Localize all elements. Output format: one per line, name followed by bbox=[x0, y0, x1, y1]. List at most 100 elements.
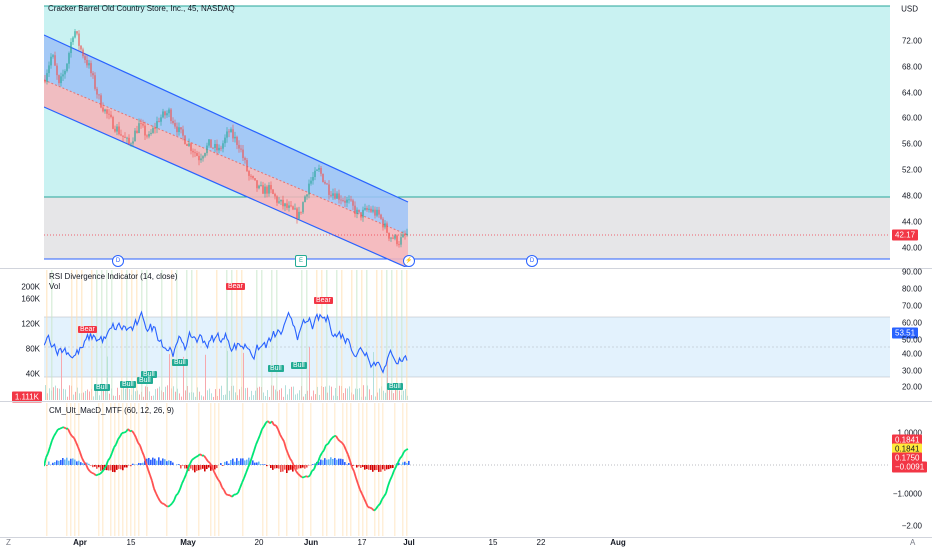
macd-line bbox=[69, 432, 73, 437]
time-axis-label: 17 bbox=[357, 538, 367, 547]
signal-stripe bbox=[141, 270, 143, 400]
signal-stripe bbox=[356, 270, 358, 400]
macd-line bbox=[105, 460, 109, 467]
macd-line bbox=[371, 507, 375, 512]
macd-histogram-bar bbox=[178, 464, 180, 465]
macd-pane[interactable] bbox=[44, 403, 890, 536]
candle-body bbox=[132, 141, 134, 144]
candle-body bbox=[72, 37, 74, 43]
macd-value-badge: 0.1750 bbox=[892, 452, 923, 464]
macd-histogram-bar bbox=[270, 465, 272, 469]
rsi-band bbox=[44, 317, 890, 377]
candle-body bbox=[62, 74, 64, 77]
macd-line bbox=[207, 460, 211, 464]
signal-stripe bbox=[81, 270, 83, 400]
candle-body bbox=[306, 194, 308, 197]
candle-body bbox=[192, 150, 194, 153]
volume-bar bbox=[285, 385, 286, 400]
macd-line bbox=[169, 502, 173, 507]
macd-tick: −2.00 bbox=[901, 521, 922, 531]
macd-histogram-bar bbox=[62, 458, 64, 465]
macd-line bbox=[97, 473, 101, 476]
currency-label[interactable]: USD bbox=[901, 4, 918, 14]
signal-stripe bbox=[176, 270, 178, 400]
volume-bar bbox=[175, 391, 176, 400]
pane-separator[interactable] bbox=[0, 401, 932, 402]
macd-line bbox=[44, 457, 47, 467]
volume-bar bbox=[245, 388, 246, 400]
macd-line bbox=[77, 446, 81, 453]
macd-line bbox=[83, 461, 87, 465]
macd-histogram-bar bbox=[94, 465, 96, 467]
macd-histogram-bar bbox=[328, 459, 330, 465]
volume-axis[interactable]: 200K 160K 120K 80K 40K 1.111K bbox=[0, 270, 44, 403]
pane-separator[interactable] bbox=[0, 268, 932, 269]
macd-line bbox=[195, 455, 199, 458]
macd-line bbox=[247, 462, 251, 468]
time-axis-label: 15 bbox=[488, 538, 498, 547]
volume-bar bbox=[329, 385, 330, 400]
signal-stripe bbox=[350, 403, 352, 536]
signal-stripe bbox=[46, 270, 48, 400]
auto-scale-button[interactable]: A bbox=[910, 538, 916, 547]
macd-histogram-bar bbox=[156, 460, 158, 465]
rsi-pane[interactable] bbox=[44, 270, 890, 400]
volume-bar bbox=[283, 396, 284, 400]
split-event-icon[interactable]: ⚡ bbox=[403, 255, 415, 267]
earnings-event-icon[interactable]: E bbox=[295, 255, 307, 267]
candle-body bbox=[82, 49, 84, 57]
signal-stripe bbox=[101, 270, 103, 400]
rsi-tick: 40.00 bbox=[901, 349, 922, 359]
dividend-event-icon[interactable]: D bbox=[112, 255, 124, 267]
zoom-corner-button[interactable]: Z bbox=[6, 538, 11, 547]
candle-body bbox=[230, 129, 232, 133]
signal-stripe bbox=[136, 270, 138, 400]
rsi-tick: 60.00 bbox=[901, 318, 922, 328]
price-chart-pane[interactable]: Cracker Barrel Old Country Store, Inc., … bbox=[44, 0, 890, 267]
signal-stripe bbox=[406, 270, 408, 400]
dividend-event-icon[interactable]: D bbox=[526, 255, 538, 267]
time-axis-label: 22 bbox=[536, 538, 546, 547]
macd-line bbox=[235, 492, 239, 496]
candle-body bbox=[174, 122, 176, 127]
volume-bar bbox=[145, 386, 146, 400]
rsi-chart[interactable] bbox=[44, 270, 890, 400]
rsi-axis[interactable]: 90.00 80.00 70.00 60.00 40.00 30.00 20.0… bbox=[890, 268, 932, 400]
macd-line bbox=[113, 444, 117, 448]
macd-histogram-bar bbox=[98, 465, 100, 468]
candle-body bbox=[176, 126, 178, 133]
volume-bar bbox=[373, 352, 374, 400]
macd-histogram-bar bbox=[286, 465, 288, 473]
macd-line bbox=[299, 475, 303, 479]
macd-histogram-bar bbox=[162, 458, 164, 465]
macd-line bbox=[381, 495, 385, 500]
macd-line bbox=[345, 449, 349, 456]
candle-body bbox=[46, 73, 48, 82]
macd-histogram-bar bbox=[402, 462, 404, 465]
macd-value-badge: 0.1841 bbox=[892, 443, 923, 455]
candle-body bbox=[84, 56, 86, 60]
macd-line bbox=[163, 503, 167, 507]
signal-stripe bbox=[118, 403, 120, 536]
candle-body bbox=[300, 211, 302, 213]
macd-chart[interactable] bbox=[44, 403, 890, 536]
signal-stripe bbox=[51, 270, 53, 400]
volume-tick: 200K bbox=[21, 282, 40, 292]
signal-stripe bbox=[71, 270, 73, 400]
macd-line bbox=[383, 492, 387, 497]
price-chart[interactable] bbox=[44, 0, 890, 267]
macd-line bbox=[135, 437, 139, 444]
volume-bar bbox=[281, 388, 282, 400]
macd-histogram-bar bbox=[58, 460, 60, 465]
price-tick: 48.00 bbox=[901, 191, 922, 201]
candle-body bbox=[252, 176, 254, 179]
time-axis-border bbox=[0, 537, 932, 538]
macd-axis[interactable]: 1.0000 0.1841 0.1841 0.1750 −0.0091 −1.0… bbox=[890, 403, 932, 536]
macd-line bbox=[245, 467, 249, 474]
price-axis[interactable]: USD 72.00 68.00 64.00 60.00 56.00 52.00 … bbox=[890, 0, 932, 267]
volume-bar bbox=[139, 394, 140, 400]
signal-stripe bbox=[46, 403, 48, 536]
macd-histogram-bar bbox=[166, 461, 168, 465]
macd-histogram-bar bbox=[334, 458, 336, 465]
macd-line bbox=[85, 463, 89, 470]
